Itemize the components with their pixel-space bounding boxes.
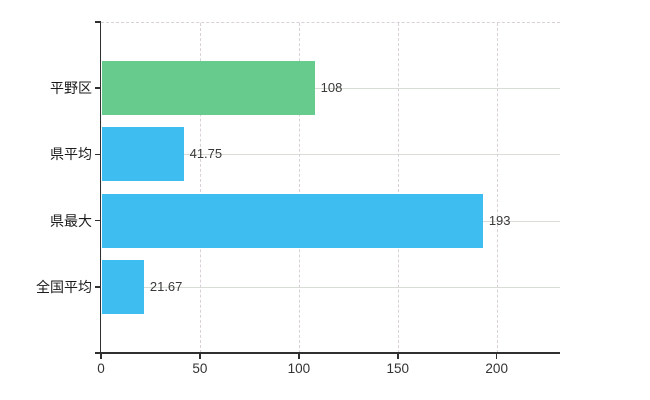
gridline-horizontal bbox=[102, 154, 560, 156]
gridline-vertical bbox=[199, 22, 201, 353]
gridline-vertical bbox=[298, 22, 300, 353]
bar-value-label: 41.75 bbox=[189, 146, 223, 162]
category-label: 全国平均 bbox=[36, 278, 92, 295]
x-tick-label: 200 bbox=[485, 361, 508, 376]
y-axis-tick bbox=[94, 87, 101, 89]
bar-value-label: 193 bbox=[488, 212, 511, 228]
y-axis-tick bbox=[94, 219, 101, 222]
gridline-vertical bbox=[496, 22, 498, 353]
bar-value-label: 108 bbox=[320, 80, 343, 96]
y-axis-tick bbox=[94, 286, 101, 288]
gridline-vertical bbox=[397, 22, 399, 353]
y-axis-tick bbox=[94, 21, 101, 23]
bar bbox=[101, 193, 484, 248]
x-tick-label: 100 bbox=[287, 361, 311, 376]
gridline-horizontal bbox=[102, 286, 560, 288]
x-tick-label: 50 bbox=[192, 361, 208, 376]
bar bbox=[101, 61, 316, 116]
bar-value-label: 21.67 bbox=[149, 278, 183, 294]
category-label: 県平均 bbox=[50, 146, 92, 163]
gridline-horizontal bbox=[102, 88, 560, 90]
x-axis-tick bbox=[100, 353, 102, 360]
x-axis bbox=[94, 352, 560, 354]
x-axis-tick bbox=[298, 353, 300, 360]
category-label: 県最大 bbox=[50, 212, 92, 229]
x-axis-tick bbox=[397, 353, 399, 360]
category-label: 平野区 bbox=[50, 80, 92, 97]
plot-top-border bbox=[101, 21, 560, 23]
y-axis-tick bbox=[94, 153, 101, 156]
bar bbox=[101, 259, 145, 314]
x-tick-label: 150 bbox=[386, 361, 410, 376]
y-axis bbox=[99, 22, 101, 353]
bar bbox=[101, 127, 185, 182]
x-axis-tick bbox=[495, 353, 498, 360]
x-axis-tick bbox=[199, 353, 201, 360]
x-tick-label: 0 bbox=[97, 361, 105, 376]
